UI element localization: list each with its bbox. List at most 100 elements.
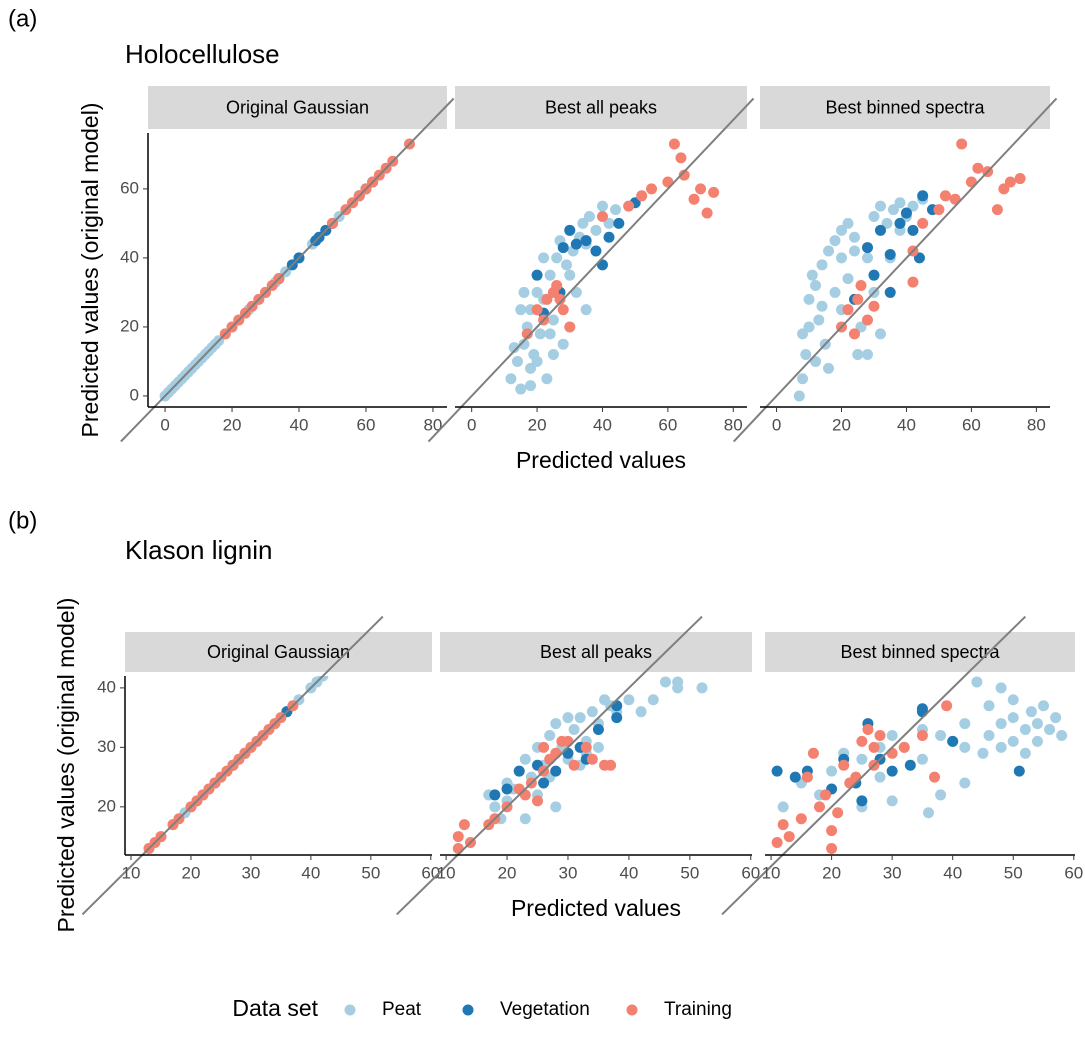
point bbox=[922, 807, 934, 819]
point bbox=[1025, 706, 1037, 718]
point bbox=[636, 190, 648, 202]
x-tick-label: 80 bbox=[724, 415, 743, 434]
point bbox=[874, 224, 886, 236]
x-tick-label: 80 bbox=[423, 415, 442, 434]
point bbox=[874, 771, 886, 783]
x-axis-label: Predicted values bbox=[516, 447, 686, 473]
point bbox=[544, 269, 556, 281]
point bbox=[868, 269, 880, 281]
point bbox=[538, 252, 550, 264]
point bbox=[868, 211, 880, 223]
point bbox=[884, 286, 896, 298]
point bbox=[886, 765, 898, 777]
point bbox=[678, 169, 690, 181]
strip-label: Best all peaks bbox=[540, 642, 652, 662]
point bbox=[489, 789, 501, 801]
point bbox=[933, 204, 945, 216]
point bbox=[829, 286, 841, 298]
point bbox=[547, 349, 559, 361]
point bbox=[532, 795, 543, 807]
point bbox=[850, 771, 862, 783]
point bbox=[856, 753, 868, 765]
strip bbox=[765, 632, 1075, 672]
point bbox=[1019, 747, 1031, 759]
point bbox=[868, 741, 880, 753]
point bbox=[861, 242, 873, 254]
point bbox=[777, 819, 789, 831]
point bbox=[959, 718, 971, 730]
strip bbox=[440, 632, 752, 672]
point bbox=[803, 321, 815, 333]
row-title: Klason lignin bbox=[125, 535, 272, 565]
point bbox=[836, 224, 848, 236]
point bbox=[521, 328, 533, 340]
strip-label: Original Gaussian bbox=[207, 642, 350, 662]
panel-tag: (b) bbox=[8, 507, 37, 534]
row-title: Holocellulose bbox=[125, 39, 280, 69]
point bbox=[874, 200, 886, 212]
point bbox=[886, 795, 898, 807]
point bbox=[956, 138, 968, 150]
point bbox=[806, 269, 818, 281]
point bbox=[675, 152, 687, 164]
point bbox=[813, 314, 825, 326]
panel-plot bbox=[771, 676, 1068, 854]
point bbox=[1014, 173, 1026, 185]
point bbox=[852, 293, 864, 305]
point bbox=[884, 248, 896, 260]
point bbox=[797, 328, 809, 340]
y-axis-label: Predicted values (original model) bbox=[77, 103, 103, 438]
point bbox=[489, 801, 501, 813]
x-tick-label: 20 bbox=[528, 415, 547, 434]
point bbox=[916, 729, 928, 741]
identity-line bbox=[81, 615, 384, 916]
point bbox=[564, 321, 576, 333]
point bbox=[701, 207, 713, 219]
point bbox=[826, 825, 838, 837]
point bbox=[574, 712, 586, 724]
x-tick-label: 60 bbox=[658, 415, 677, 434]
x-tick-label: 30 bbox=[559, 863, 578, 882]
point bbox=[605, 759, 617, 771]
point bbox=[554, 293, 566, 305]
x-axis-label: Predicted values bbox=[511, 895, 681, 921]
point bbox=[855, 280, 867, 292]
point bbox=[508, 342, 520, 354]
x-tick-label: 40 bbox=[290, 415, 309, 434]
point bbox=[534, 328, 546, 340]
point bbox=[874, 328, 886, 340]
y-tick-label: 30 bbox=[97, 737, 116, 756]
legend-label: Training bbox=[664, 999, 732, 1020]
point bbox=[991, 204, 1003, 216]
point bbox=[929, 771, 941, 783]
point bbox=[810, 280, 822, 292]
point bbox=[538, 741, 550, 753]
point bbox=[904, 759, 916, 771]
point bbox=[771, 765, 783, 777]
y-tick-label: 0 bbox=[130, 385, 139, 404]
point bbox=[907, 200, 919, 212]
point bbox=[935, 729, 947, 741]
point bbox=[547, 314, 559, 326]
point bbox=[511, 355, 523, 367]
point bbox=[797, 373, 809, 385]
point bbox=[668, 138, 680, 150]
x-tick-label: 50 bbox=[361, 863, 380, 882]
point bbox=[561, 259, 573, 271]
point bbox=[583, 211, 595, 223]
x-tick-label: 0 bbox=[160, 415, 169, 434]
point bbox=[623, 694, 635, 706]
point bbox=[849, 245, 861, 257]
point bbox=[852, 349, 864, 361]
point bbox=[916, 703, 928, 715]
point bbox=[577, 217, 589, 229]
point bbox=[861, 314, 873, 326]
identity-line bbox=[427, 97, 755, 443]
point bbox=[898, 741, 910, 753]
point bbox=[894, 217, 906, 229]
point bbox=[900, 207, 912, 219]
point bbox=[592, 741, 604, 753]
point bbox=[894, 197, 906, 209]
point bbox=[995, 718, 1007, 730]
x-tick-label: 20 bbox=[223, 415, 242, 434]
